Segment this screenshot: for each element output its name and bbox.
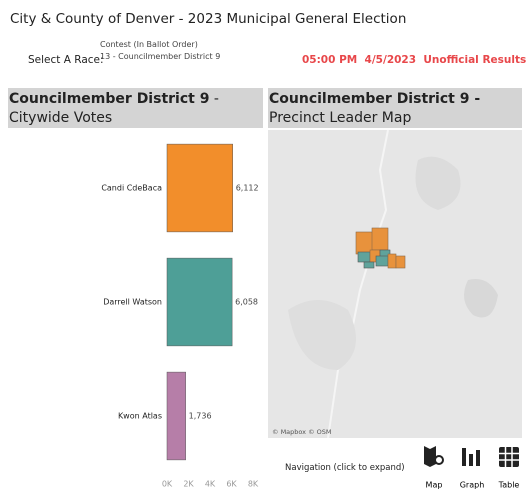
right-panel-header: Councilmember District 9 - Precinct Lead… [268, 88, 522, 128]
dashboard-title: City & County of Denver - 2023 Municipal… [10, 11, 407, 27]
y-tick-label: Darrell Watson [103, 298, 162, 307]
y-tick-label: Candi CdeBaca [101, 184, 162, 193]
map-area [464, 279, 498, 318]
map-button[interactable]: Map [424, 446, 444, 490]
bar [166, 371, 186, 461]
panel-subtitle: - Citywide Votes [9, 91, 219, 126]
graph-icon [476, 450, 480, 466]
select-label: Select A Race: [28, 54, 104, 66]
x-tick-label: 8K [248, 480, 259, 489]
navigation-label[interactable]: Navigation (click to expand) [285, 463, 405, 473]
contest-dropdown[interactable]: 13 - Councilmember District 9 [100, 52, 221, 61]
map-icon [424, 446, 436, 467]
button-label: Table [498, 481, 520, 490]
table-button[interactable]: Table [498, 447, 520, 490]
status: 05:00 PM 4/5/2023 Unofficial Results [302, 54, 527, 66]
precinct [387, 253, 397, 269]
bar [166, 257, 233, 347]
contest-label: Contest (In Ballot Order) [100, 40, 198, 49]
panel-title: Councilmember District 9 - [269, 91, 481, 107]
map-icon [434, 455, 444, 465]
precinct [375, 255, 389, 267]
x-tick-label: 2K [183, 480, 194, 489]
y-tick-label: Kwon Atlas [118, 412, 162, 421]
panel-subtitle: Precinct Leader Map [269, 110, 412, 126]
precinct [363, 261, 375, 269]
precinct [371, 227, 389, 251]
map-attribution: © Mapbox © OSM [272, 428, 332, 436]
value-label: 6,112 [236, 184, 259, 193]
bar-chart: 0K 2K 4K 6K 8K Candi CdeBaca 6,112 Darrell Wats… [101, 143, 259, 489]
value-label: 1,736 [189, 412, 212, 421]
x-tick-label: 4K [205, 480, 216, 489]
graph-icon [462, 448, 466, 466]
map-area [415, 156, 461, 210]
graph-button[interactable]: Graph [460, 448, 485, 490]
button-label: Map [426, 481, 443, 490]
x-tick-label: 0K [162, 480, 173, 489]
left-panel-header: Councilmember District 9 - Citywide Vote… [8, 88, 263, 128]
map-area [288, 300, 356, 370]
button-label: Graph [460, 481, 485, 490]
graph-icon [469, 454, 473, 466]
table-icon [499, 447, 519, 467]
navigation-buttons: Map Graph Table [424, 446, 520, 490]
precinct [357, 251, 371, 263]
bar [166, 143, 233, 233]
precincts [355, 227, 406, 269]
table-icon [499, 447, 519, 467]
map: © Mapbox © OSM [268, 130, 522, 438]
x-tick-label: 6K [226, 480, 237, 489]
panel-title: Councilmember District 9 [9, 91, 210, 107]
value-label: 6,058 [235, 298, 258, 307]
precinct [395, 255, 406, 269]
